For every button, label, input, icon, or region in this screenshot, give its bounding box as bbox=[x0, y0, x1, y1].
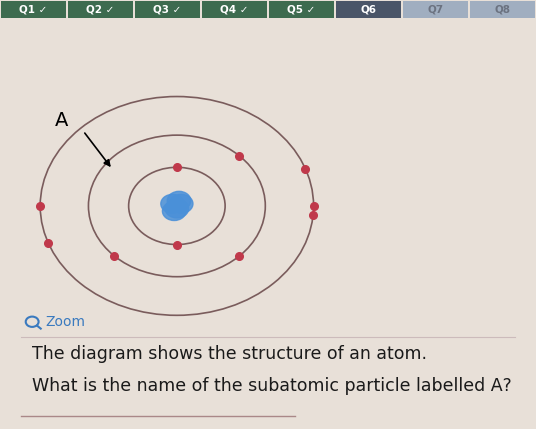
FancyBboxPatch shape bbox=[135, 1, 200, 18]
Text: Q6: Q6 bbox=[361, 5, 376, 15]
FancyBboxPatch shape bbox=[470, 1, 535, 18]
FancyBboxPatch shape bbox=[336, 1, 401, 18]
FancyBboxPatch shape bbox=[202, 1, 267, 18]
FancyBboxPatch shape bbox=[403, 1, 468, 18]
Circle shape bbox=[161, 194, 184, 213]
Text: A: A bbox=[55, 111, 68, 130]
FancyBboxPatch shape bbox=[269, 1, 334, 18]
Text: Q1 ✓: Q1 ✓ bbox=[19, 5, 48, 15]
Circle shape bbox=[165, 199, 189, 218]
Circle shape bbox=[169, 194, 193, 213]
Circle shape bbox=[167, 191, 191, 210]
FancyBboxPatch shape bbox=[68, 1, 133, 18]
Text: Q3 ✓: Q3 ✓ bbox=[153, 5, 182, 15]
Text: Q7: Q7 bbox=[427, 5, 444, 15]
Text: Q5 ✓: Q5 ✓ bbox=[287, 5, 316, 15]
Text: What is the name of the subatomic particle labelled A?: What is the name of the subatomic partic… bbox=[32, 377, 512, 395]
Text: Zoom: Zoom bbox=[46, 315, 86, 329]
FancyBboxPatch shape bbox=[1, 1, 66, 18]
Text: Q8: Q8 bbox=[495, 5, 510, 15]
Text: The diagram shows the structure of an atom.: The diagram shows the structure of an at… bbox=[32, 345, 427, 363]
Text: Q4 ✓: Q4 ✓ bbox=[220, 5, 249, 15]
Text: Q2 ✓: Q2 ✓ bbox=[86, 5, 115, 15]
Circle shape bbox=[162, 202, 186, 221]
